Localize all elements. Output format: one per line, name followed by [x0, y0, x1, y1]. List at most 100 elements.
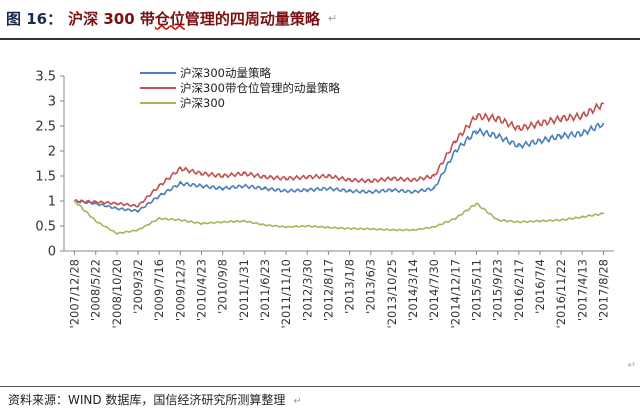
series-3-point	[264, 224, 266, 226]
y-tick-label: 3	[48, 95, 56, 110]
series-1-point	[179, 182, 182, 185]
series-2-point	[518, 127, 520, 130]
series-2-point	[412, 179, 414, 181]
x-tick-label: '2014/12/17	[448, 259, 462, 328]
series-1-point	[433, 187, 435, 190]
chart-series-group	[73, 102, 605, 236]
series-3-point	[369, 228, 372, 230]
series-2-point	[94, 201, 97, 203]
x-tick-label: '2014/7/30	[427, 259, 441, 321]
series-3-point	[454, 217, 457, 220]
bottom-rule	[0, 386, 640, 387]
figure-title: 沪深 300 带仓位管理的四周动量策略	[68, 8, 320, 29]
series-3-point	[475, 202, 478, 205]
x-tick-label: '2010/4/23	[195, 259, 209, 321]
x-tick-label: '2010/9/8	[216, 259, 230, 314]
paragraph-mark-icon: ↵	[327, 11, 338, 25]
series-2-point	[264, 176, 266, 178]
legend-label-1: 沪深300动量策略	[180, 66, 271, 80]
series-3-point	[518, 221, 520, 223]
x-tick-label: '2009/7/16	[152, 259, 166, 321]
series-3-point	[348, 227, 351, 230]
y-tick-label: 2	[48, 145, 56, 160]
series-1-point	[285, 190, 287, 192]
series-1-point	[221, 187, 224, 190]
series-2-point	[285, 177, 287, 180]
figure-title-part-1: 沪深 300 带	[68, 9, 155, 28]
series-2-point	[348, 179, 351, 181]
series-2-point	[200, 172, 203, 175]
x-tick-label: '2017/4/13	[575, 259, 589, 321]
line-chart: 0 0.5 1 1.5 2 2.5 3 3.5 '2007/12/28 '2008/5/22 '20…	[35, 66, 614, 328]
y-tick-label: 0	[48, 245, 56, 260]
series-2-point	[454, 140, 457, 142]
series-3-point	[539, 220, 541, 222]
series-3-point	[412, 229, 414, 231]
x-tick-label: '2013/1/8	[343, 259, 357, 314]
series-1-point	[306, 189, 309, 191]
series-1-point	[327, 187, 330, 190]
x-tick-label: '2007/12/28	[68, 259, 82, 328]
series-3-point	[602, 212, 605, 215]
y-tick-label: 3.5	[35, 70, 56, 85]
series-line-3	[73, 199, 604, 236]
series-1-point	[412, 191, 414, 193]
paragraph-mark-icon: ↵	[293, 396, 302, 407]
x-tick-label: '2015/5/11	[470, 259, 484, 321]
x-tick-label: '2008/10/20	[110, 259, 124, 328]
series-2-point	[306, 176, 309, 178]
y-tick-label: 1.5	[35, 170, 56, 185]
series-1-point	[94, 202, 97, 205]
x-tick-label: '2011/11/10	[279, 259, 293, 328]
series-2-point	[475, 115, 478, 117]
source-text: 资料来源：WIND 数据库，国信经济研究所测算整理	[8, 393, 286, 407]
series-3-point	[306, 225, 309, 227]
series-3-point	[560, 219, 562, 221]
series-1-point	[369, 191, 372, 193]
x-tick-label: '2016/7/4	[533, 259, 547, 314]
series-2-point	[581, 115, 584, 117]
legend-label-2: 沪深300带仓位管理的动量策略	[180, 81, 340, 95]
series-3-point	[200, 222, 203, 225]
series-1-point	[391, 189, 393, 191]
series-1-point	[200, 185, 203, 187]
paragraph-mark-icon: ↵	[627, 360, 636, 371]
series-2-point	[391, 177, 393, 180]
series-line-1	[74, 122, 605, 214]
series-2-point	[243, 172, 245, 175]
x-tick-label: '2014/3/14	[406, 259, 420, 321]
x-tick-label: '2012/3/30	[300, 259, 314, 321]
y-tick-label: 1	[48, 195, 56, 210]
x-tick-label: '2011/6/23	[258, 259, 272, 321]
series-1-point	[560, 135, 562, 137]
series-1-point	[539, 140, 541, 142]
figure-title-part-2: 管理的四周动量策略	[184, 9, 320, 28]
series-2-point	[327, 175, 330, 177]
series-3-point	[116, 232, 118, 235]
series-1-point	[264, 187, 266, 190]
figure-title-spellcheck-word: 仓位	[154, 9, 185, 28]
series-1-point	[137, 210, 139, 212]
series-2-point	[221, 175, 224, 177]
series-2-point	[496, 117, 499, 120]
series-3-point	[581, 216, 584, 218]
x-tick-label: '2016/11/22	[554, 259, 568, 328]
series-1-point	[475, 130, 478, 132]
x-tick-label: '2013/10/25	[385, 259, 399, 328]
series-3-point	[137, 229, 139, 231]
series-2-point	[116, 202, 118, 205]
x-tick-label: '2013/6/3	[364, 259, 378, 314]
series-2-point	[602, 102, 605, 105]
y-tick-label: 2.5	[35, 120, 56, 135]
chart-axes: 0 0.5 1 1.5 2 2.5 3 3.5 '2007/12/28 '2008/5/22 '20…	[35, 70, 614, 328]
series-3-point	[285, 226, 287, 228]
series-3-point	[327, 226, 330, 229]
series-3-point	[73, 200, 76, 202]
series-1-point	[454, 150, 457, 152]
series-2-point	[433, 175, 435, 177]
series-2-point	[179, 167, 182, 170]
x-tick-label: '2016/2/17	[512, 259, 526, 321]
series-3-point	[94, 220, 97, 222]
series-2-point	[158, 185, 160, 187]
series-2-point	[137, 205, 139, 207]
